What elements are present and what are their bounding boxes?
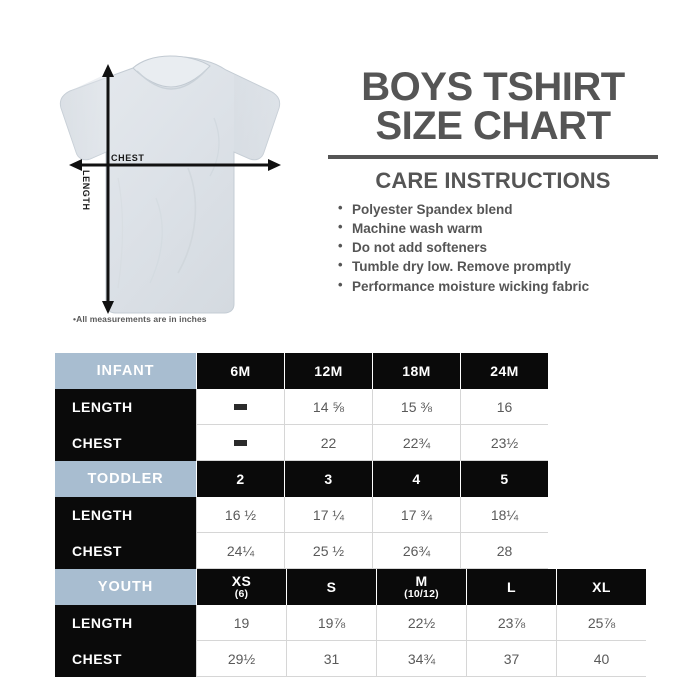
row-label-length: LENGTH bbox=[55, 605, 196, 641]
size-section-youth: YOUTH XS (6) S M (10/12) L XL LENGTH 19 19⅞ 22½ 23⅞ 2… bbox=[55, 569, 647, 677]
measurement-cell bbox=[196, 425, 284, 461]
measurement-cell: 23⅞ bbox=[466, 605, 556, 641]
care-item: Machine wash warm bbox=[338, 218, 658, 238]
measurement-cell: 28 bbox=[460, 533, 548, 569]
tshirt-diagram: CHEST LENGTH •All measurements are in in… bbox=[38, 48, 308, 338]
size-header-cell: XL bbox=[556, 569, 646, 605]
group-header-row: TODDLER 2 3 4 5 bbox=[55, 461, 647, 497]
measurement-cell: 23½ bbox=[460, 425, 548, 461]
size-header-cell: L bbox=[466, 569, 556, 605]
measurement-cell: 16 bbox=[460, 389, 548, 425]
size-chart-table: INFANT 6M 12M 18M 24M LENGTH 14 ⅝ 15 ⅜ 16 CHEST 22… bbox=[55, 353, 647, 677]
size-header-cell: 4 bbox=[372, 461, 460, 497]
measurement-cell: 17 ¼ bbox=[284, 497, 372, 533]
row-label-chest: CHEST bbox=[55, 533, 196, 569]
group-header-row: YOUTH XS (6) S M (10/12) L XL bbox=[55, 569, 647, 605]
size-header-label: 3 bbox=[324, 470, 333, 487]
size-header-label: 2 bbox=[236, 470, 245, 487]
size-header-label: L bbox=[507, 578, 516, 595]
table-row: CHEST 22 22¾ 23½ bbox=[55, 425, 647, 461]
title-line-2: SIZE CHART bbox=[375, 103, 612, 148]
measurement-cell: 26¾ bbox=[372, 533, 460, 569]
size-header-label: 24M bbox=[490, 362, 519, 379]
length-measure-label: LENGTH bbox=[81, 170, 91, 211]
measurement-cell: 40 bbox=[556, 641, 646, 677]
measurement-cell bbox=[196, 389, 284, 425]
page-title: BOYS TSHIRT SIZE CHART bbox=[328, 65, 658, 148]
group-label-toddler: TODDLER bbox=[55, 461, 196, 497]
group-label-youth: YOUTH bbox=[55, 569, 196, 605]
measurement-cell: 22 bbox=[284, 425, 372, 461]
size-header-label: S bbox=[326, 578, 337, 595]
group-header-row: INFANT 6M 12M 18M 24M bbox=[55, 353, 647, 389]
size-header-cell: M (10/12) bbox=[376, 569, 466, 605]
tshirt-illustration-icon bbox=[59, 55, 281, 314]
care-instructions-list: Polyester Spandex blend Machine wash war… bbox=[328, 199, 658, 296]
group-label-infant: INFANT bbox=[55, 353, 196, 389]
size-header-label: XL bbox=[592, 578, 611, 595]
size-header-label: 18M bbox=[402, 362, 431, 379]
measurement-cell: 15 ⅜ bbox=[372, 389, 460, 425]
size-section-toddler: TODDLER 2 3 4 5 LENGTH 16 ½ 17 ¼ 17 ¾ 18¼ CHEST 24¼… bbox=[55, 461, 647, 569]
table-row: LENGTH 14 ⅝ 15 ⅜ 16 bbox=[55, 389, 647, 425]
size-header-label: 5 bbox=[500, 470, 509, 487]
header-area: CHEST LENGTH •All measurements are in in… bbox=[0, 0, 700, 348]
measurement-cell: 29½ bbox=[196, 641, 286, 677]
row-label-chest: CHEST bbox=[55, 425, 196, 461]
measurement-cell: 19⅞ bbox=[286, 605, 376, 641]
title-block: BOYS TSHIRT SIZE CHART CARE INSTRUCTIONS… bbox=[328, 65, 658, 296]
care-instructions-heading: CARE INSTRUCTIONS bbox=[375, 167, 611, 193]
size-header-cell: 2 bbox=[196, 461, 284, 497]
measurement-footnote: •All measurements are in inches bbox=[73, 314, 207, 324]
title-divider bbox=[328, 154, 658, 159]
size-header-cell: 12M bbox=[284, 353, 372, 389]
size-header-cell: 5 bbox=[460, 461, 548, 497]
measurement-cell: 31 bbox=[286, 641, 376, 677]
size-header-cell: 3 bbox=[284, 461, 372, 497]
size-header-cell: S bbox=[286, 569, 376, 605]
care-item: Polyester Spandex blend bbox=[338, 199, 658, 219]
chest-measure-label: CHEST bbox=[111, 153, 145, 163]
measurement-cell: 24¼ bbox=[196, 533, 284, 569]
size-header-label: 6M bbox=[230, 362, 251, 379]
size-header-cell: 6M bbox=[196, 353, 284, 389]
care-item: Tumble dry low. Remove promptly bbox=[338, 256, 658, 276]
measurement-cell: 25 ½ bbox=[284, 533, 372, 569]
row-label-chest: CHEST bbox=[55, 641, 196, 677]
table-row: LENGTH 16 ½ 17 ¼ 17 ¾ 18¼ bbox=[55, 497, 647, 533]
size-header-cell: 24M bbox=[460, 353, 548, 389]
empty-dash-icon bbox=[234, 403, 247, 410]
measurement-cell: 18¼ bbox=[460, 497, 548, 533]
table-row: LENGTH 19 19⅞ 22½ 23⅞ 25⅞ bbox=[55, 605, 647, 641]
measurement-cell: 19 bbox=[196, 605, 286, 641]
measurement-cell: 17 ¾ bbox=[372, 497, 460, 533]
size-header-label: M bbox=[415, 573, 428, 590]
size-section-infant: INFANT 6M 12M 18M 24M LENGTH 14 ⅝ 15 ⅜ 16 CHEST 22… bbox=[55, 353, 647, 461]
measurement-cell: 25⅞ bbox=[556, 605, 646, 641]
measurement-cell: 16 ½ bbox=[196, 497, 284, 533]
size-header-sublabel: (10/12) bbox=[404, 587, 439, 600]
measurement-cell: 22½ bbox=[376, 605, 466, 641]
title-line-1: BOYS TSHIRT bbox=[361, 65, 625, 109]
measurement-cell: 22¾ bbox=[372, 425, 460, 461]
size-header-cell: 18M bbox=[372, 353, 460, 389]
row-label-length: LENGTH bbox=[55, 497, 196, 533]
measurement-cell: 37 bbox=[466, 641, 556, 677]
row-label-length: LENGTH bbox=[55, 389, 196, 425]
table-row: CHEST 24¼ 25 ½ 26¾ 28 bbox=[55, 533, 647, 569]
table-row: CHEST 29½ 31 34¾ 37 40 bbox=[55, 641, 647, 677]
care-item: Do not add softeners bbox=[338, 237, 658, 257]
care-item: Performance moisture wicking fabric bbox=[338, 276, 658, 296]
measurement-cell: 14 ⅝ bbox=[284, 389, 372, 425]
size-header-sublabel: (6) bbox=[234, 587, 249, 600]
size-header-label: 12M bbox=[314, 362, 343, 379]
measurement-cell: 34¾ bbox=[376, 641, 466, 677]
empty-dash-icon bbox=[234, 439, 247, 446]
size-header-cell: XS (6) bbox=[196, 569, 286, 605]
size-header-label: 4 bbox=[412, 470, 421, 487]
size-header-label: XS bbox=[231, 573, 252, 590]
